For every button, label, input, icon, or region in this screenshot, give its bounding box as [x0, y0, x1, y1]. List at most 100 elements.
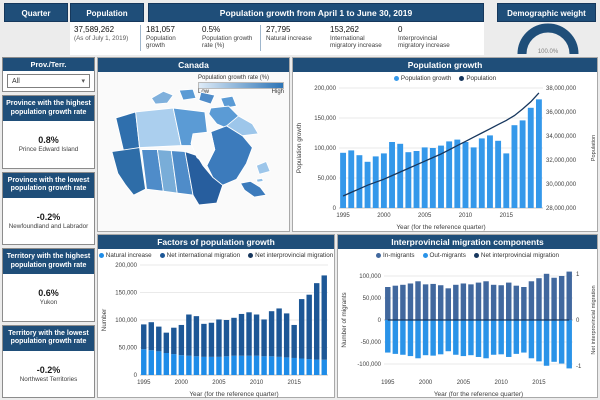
legend-label: Population growth [400, 74, 452, 82]
svg-text:2005: 2005 [457, 380, 471, 386]
legend-low-label: Low [198, 89, 210, 95]
demographic-weight-gauge: 100.0% [500, 21, 596, 56]
legend-item[interactable]: Population growth [393, 74, 452, 82]
svg-text:Net interprovincial migration: Net interprovincial migration [591, 285, 597, 354]
svg-text:2010: 2010 [495, 380, 509, 386]
divider [260, 25, 261, 51]
svg-text:0: 0 [378, 318, 382, 324]
svg-text:100,000: 100,000 [359, 274, 381, 280]
legend-item[interactable]: Net international migration [159, 251, 241, 259]
svg-text:1995: 1995 [381, 380, 395, 386]
svg-text:2005: 2005 [212, 380, 226, 386]
legend-label: Out-migrants [429, 251, 466, 259]
legend-dot-icon [459, 75, 465, 81]
svg-text:Population growth: Population growth [296, 122, 303, 173]
svg-text:2005: 2005 [418, 213, 432, 219]
card-title: Territory with the lowest population gro… [3, 325, 94, 351]
svg-text:Year (for the reference quarte: Year (for the reference quarter) [434, 391, 523, 398]
svg-text:200,000: 200,000 [314, 86, 336, 92]
card-value: 0.6% [38, 288, 59, 299]
population-note: (As of July 1, 2019) [74, 35, 129, 42]
population-growth-chart: 0 50,000 100,000 150,000 200,000 28,000,000 30… [293, 84, 597, 232]
map-panel: Canada Population growth rate (%) Low Hi… [97, 57, 290, 232]
svg-text:34,000,000: 34,000,000 [546, 134, 577, 140]
svg-text:0: 0 [576, 318, 580, 324]
divider [140, 25, 141, 51]
card-region: Yukon [39, 299, 58, 307]
legend-label: Net interprovincial migration [255, 251, 334, 259]
svg-text:2015: 2015 [500, 213, 514, 219]
gauge-arc-icon [517, 23, 579, 55]
kpi-growth-rate: 0.5% Population growth rate (%) [202, 25, 254, 49]
legend-item[interactable]: Net interprovincial migration [473, 251, 559, 259]
kpi-international-migratory: 153,262 International migratory increase [330, 25, 392, 49]
svg-text:1995: 1995 [137, 380, 151, 386]
kpi-label: International migratory increase [330, 35, 382, 49]
kpi-population-growth: 181,057 Population growth [146, 25, 196, 49]
card-value: -0.2% [36, 211, 61, 222]
kpi-label: Population growth rate (%) [202, 35, 253, 49]
chevron-down-icon: ▾ [81, 78, 85, 85]
sidebar: Prov./Terr. All ▾ Province with the high… [2, 57, 95, 398]
card-province-lowest: Province with the lowest population grow… [2, 171, 95, 245]
legend-dot-icon [248, 252, 254, 258]
svg-text:2015: 2015 [532, 380, 546, 386]
svg-text:38,000,000: 38,000,000 [546, 86, 577, 92]
map-legend: Population growth rate (%) Low High [198, 75, 284, 95]
svg-text:2015: 2015 [287, 380, 301, 386]
legend-item[interactable]: In-migrants [376, 252, 415, 259]
growth-period-header: Population growth from April 1 to June 3… [148, 3, 484, 22]
svg-text:Year (for the reference quarte: Year (for the reference quarter) [396, 224, 485, 231]
card-region: Newfoundland and Labrador [8, 222, 89, 230]
svg-text:-1: -1 [576, 364, 582, 370]
legend-label: In-migrants [383, 251, 415, 259]
map-legend-title: Population growth rate (%) [198, 75, 270, 81]
legend-dot-icon [376, 252, 382, 258]
factors-chart: 0 50,000 100,000 150,000 200,000 1995 2000 2005… [98, 261, 334, 399]
legend-dot-icon [393, 75, 399, 81]
population-growth-legend: Population growth Population [293, 72, 597, 84]
kpi-value: 181,057 [146, 25, 175, 34]
card-territory-highest: Territory with the highest population gr… [2, 248, 95, 322]
svg-text:0: 0 [134, 373, 138, 379]
svg-text:-50,000: -50,000 [361, 340, 382, 346]
svg-text:Year (for the reference quarte: Year (for the reference quarter) [189, 391, 278, 398]
svg-text:2000: 2000 [419, 380, 433, 386]
interprovincial-panel: Interprovincial migration components In-… [337, 234, 598, 398]
svg-text:1: 1 [576, 272, 580, 278]
legend-item[interactable]: Population [459, 75, 496, 82]
kpi-value: 0 [398, 25, 403, 34]
card-value: -0.2% [36, 364, 61, 375]
quarter-header: Quarter [4, 3, 68, 22]
svg-text:28,000,000: 28,000,000 [546, 206, 577, 212]
svg-text:100,000: 100,000 [314, 146, 336, 152]
svg-text:2010: 2010 [250, 380, 264, 386]
card-title: Territory with the highest population gr… [3, 249, 94, 274]
prov-terr-dropdown[interactable]: All ▾ [7, 74, 90, 88]
svg-text:32,000,000: 32,000,000 [546, 158, 577, 164]
prov-terr-filter: Prov./Terr. All ▾ [2, 57, 95, 92]
card-region: Prince Edward Island [18, 146, 79, 154]
kpi-value: 27,795 [266, 25, 291, 34]
interprovincial-title: Interprovincial migration components [338, 235, 597, 249]
filter-title: Prov./Terr. [3, 58, 94, 71]
svg-text:150,000: 150,000 [314, 116, 336, 122]
card-value: 0.8% [38, 135, 59, 146]
svg-text:2010: 2010 [459, 213, 473, 219]
legend-dot-icon [98, 252, 104, 258]
svg-text:2000: 2000 [175, 380, 189, 386]
legend-label: Net interprovincial migration [480, 251, 559, 259]
legend-label: Net international migration [166, 251, 241, 259]
kpi-label: Population growth [146, 35, 176, 49]
legend-item[interactable]: Out-migrants [422, 251, 466, 259]
legend-dot-icon [422, 252, 428, 258]
legend-item[interactable]: Net interprovincial migration [248, 252, 333, 259]
gauge-value: 100.0% [537, 49, 559, 55]
legend-dot-icon [159, 252, 165, 258]
svg-text:36,000,000: 36,000,000 [546, 110, 577, 116]
canada-choropleth-map[interactable] [100, 86, 288, 230]
legend-item[interactable]: Natural increase [98, 252, 152, 259]
factors-panel: Factors of population growth Natural inc… [97, 234, 335, 398]
svg-text:100,000: 100,000 [115, 318, 137, 324]
